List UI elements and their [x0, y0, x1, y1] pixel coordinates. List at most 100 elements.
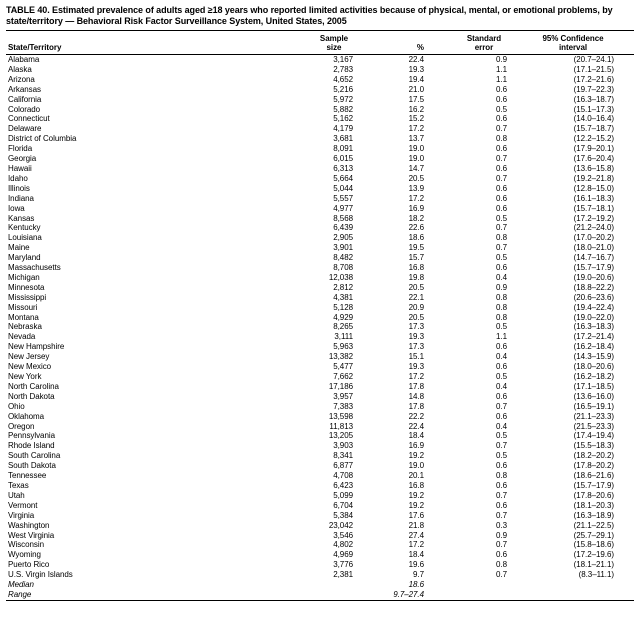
sample-size-cell: 3,111 — [334, 332, 353, 342]
table-row: Pennsylvania 13,205 18.4 0.5 (17.4–19.4) — [6, 431, 634, 441]
table-row: California 5,972 17.5 0.6 (16.3–18.7) — [6, 95, 634, 105]
confidence-interval-cell: (15.7–18.7) — [573, 124, 614, 134]
state-cell: North Carolina — [8, 381, 59, 391]
confidence-interval-cell: (18.0–21.0) — [573, 243, 614, 253]
standard-error-cell: 0.7 — [496, 173, 507, 183]
percent-cell: 19.8 — [408, 272, 424, 282]
standard-error-cell — [424, 590, 507, 600]
sample-size-cell: 3,776 — [333, 560, 353, 570]
state-cell: New Mexico — [8, 362, 52, 372]
standard-error-cell: 0.6 — [496, 183, 507, 193]
standard-error-cell: 0.5 — [496, 213, 507, 223]
sample-size-cell: 13,205 — [328, 431, 353, 441]
standard-error-cell: 0.9 — [496, 55, 507, 64]
table-row: Maryland 8,482 15.7 0.5 (14.7–16.7) — [6, 253, 634, 263]
confidence-interval-cell: (18.1–21.1) — [573, 560, 614, 570]
percent-cell: 21.8 — [408, 520, 424, 530]
sample-size-cell: 8,265 — [333, 322, 353, 332]
sample-size-cell: 3,903 — [333, 441, 353, 451]
confidence-interval-cell: (16.3–18.9) — [573, 510, 614, 520]
standard-error-cell: 0.5 — [496, 372, 507, 381]
confidence-interval-cell: (17.9–20.1) — [573, 144, 614, 154]
state-cell: Colorado — [8, 104, 41, 114]
sample-size-cell: 3,546 — [333, 530, 353, 540]
table-body: Alabama 3,167 22.4 0.9 (20.7–24.1) Alask… — [6, 55, 634, 601]
table-row: Washington 23,042 21.8 0.3 (21.1–22.5) — [6, 521, 634, 531]
state-cell: Texas — [8, 480, 29, 490]
confidence-interval-cell: (17.0–20.2) — [573, 233, 614, 243]
col-header-percent-label: % — [416, 43, 424, 52]
percent-cell: 18.2 — [408, 213, 424, 223]
state-cell: Alabama — [8, 55, 40, 64]
percent-cell: 15.1 — [408, 352, 424, 362]
standard-error-cell: 0.8 — [496, 302, 507, 312]
percent-cell: 19.3 — [408, 64, 424, 74]
confidence-interval-cell: (18.8–22.2) — [573, 282, 614, 292]
sample-size-cell: 6,015 — [333, 154, 353, 164]
col-header-confidence-interval-label: 95% Confidence interval — [542, 34, 604, 52]
percent-cell: 19.5 — [408, 243, 424, 253]
standard-error-cell: 0.6 — [496, 550, 507, 560]
state-cell: Connecticut — [8, 114, 50, 124]
sample-size-cell: 5,128 — [333, 302, 353, 312]
sample-size-cell: 17,186 — [328, 381, 353, 391]
sample-size-cell: 7,662 — [333, 372, 353, 381]
table-row: Wisconsin 4,802 17.2 0.7 (15.8–18.6) — [6, 540, 634, 550]
state-cell: Washington — [8, 520, 50, 530]
percent-cell: 14.8 — [408, 391, 424, 401]
col-header-standard-error: Standard error — [424, 31, 507, 55]
confidence-interval-cell: (13.6–15.8) — [573, 163, 614, 173]
percent-cell: 19.6 — [408, 560, 424, 570]
sample-size-cell: 13,598 — [328, 411, 353, 421]
percent-cell: 20.5 — [408, 282, 424, 292]
state-cell: Vermont — [8, 500, 38, 510]
state-cell: New York — [8, 372, 42, 381]
standard-error-cell: 0.7 — [496, 510, 507, 520]
table-row: Oregon 11,813 22.4 0.4 (21.5–23.3) — [6, 422, 634, 432]
standard-error-cell: 0.6 — [496, 342, 507, 352]
sample-size-cell: 4,708 — [333, 471, 353, 481]
standard-error-cell: 0.4 — [496, 272, 507, 282]
confidence-interval-cell: (21.1–22.5) — [573, 520, 614, 530]
sample-size-cell: 2,381 — [333, 570, 353, 580]
percent-cell: 19.0 — [408, 144, 424, 154]
percent-cell: 17.8 — [408, 381, 424, 391]
standard-error-cell: 0.5 — [496, 451, 507, 461]
table-row: Maine 3,901 19.5 0.7 (18.0–21.0) — [6, 243, 634, 253]
sample-size-cell — [306, 580, 353, 590]
confidence-interval-cell: (19.2–21.8) — [573, 173, 614, 183]
standard-error-cell: 0.6 — [496, 84, 507, 94]
confidence-interval-cell: (13.6–16.0) — [573, 391, 614, 401]
sample-size-cell: 5,044 — [333, 183, 353, 193]
sample-size-cell: 4,802 — [333, 540, 353, 550]
standard-error-cell: 0.8 — [496, 560, 507, 570]
sample-size-cell: 5,384 — [333, 510, 353, 520]
confidence-interval-cell: (12.8–15.0) — [573, 183, 614, 193]
table-row: New Hampshire 5,963 17.3 0.6 (16.2–18.4) — [6, 342, 634, 352]
sample-size-cell: 8,091 — [333, 144, 353, 154]
table-row: Kansas 8,568 18.2 0.5 (17.2–19.2) — [6, 214, 634, 224]
percent-cell: 17.3 — [408, 322, 424, 332]
standard-error-cell: 1.1 — [496, 332, 507, 342]
standard-error-cell: 0.4 — [496, 381, 507, 391]
state-cell: Michigan — [8, 272, 40, 282]
standard-error-cell: 0.9 — [496, 530, 507, 540]
table-row: Delaware 4,179 17.2 0.7 (15.7–18.7) — [6, 124, 634, 134]
standard-error-cell: 0.7 — [496, 243, 507, 253]
sample-size-cell: 3,957 — [333, 391, 353, 401]
percent-cell: 19.0 — [408, 461, 424, 471]
state-cell: Wisconsin — [8, 540, 45, 550]
standard-error-cell: 0.4 — [496, 421, 507, 431]
standard-error-cell: 0.6 — [496, 411, 507, 421]
sample-size-cell: 12,038 — [328, 272, 353, 282]
sample-size-cell: 6,423 — [333, 480, 353, 490]
standard-error-cell: 0.7 — [496, 540, 507, 550]
state-cell: Delaware — [8, 124, 42, 134]
sample-size-cell: 6,877 — [333, 461, 353, 471]
state-cell: Wyoming — [8, 550, 41, 560]
sample-size-cell: 5,963 — [333, 342, 353, 352]
standard-error-cell: 0.5 — [496, 322, 507, 332]
confidence-interval-cell: (17.8–20.2) — [573, 461, 614, 471]
percent-cell: 21.0 — [408, 84, 424, 94]
table-row: Connecticut 5,162 15.2 0.6 (14.0–16.4) — [6, 114, 634, 124]
